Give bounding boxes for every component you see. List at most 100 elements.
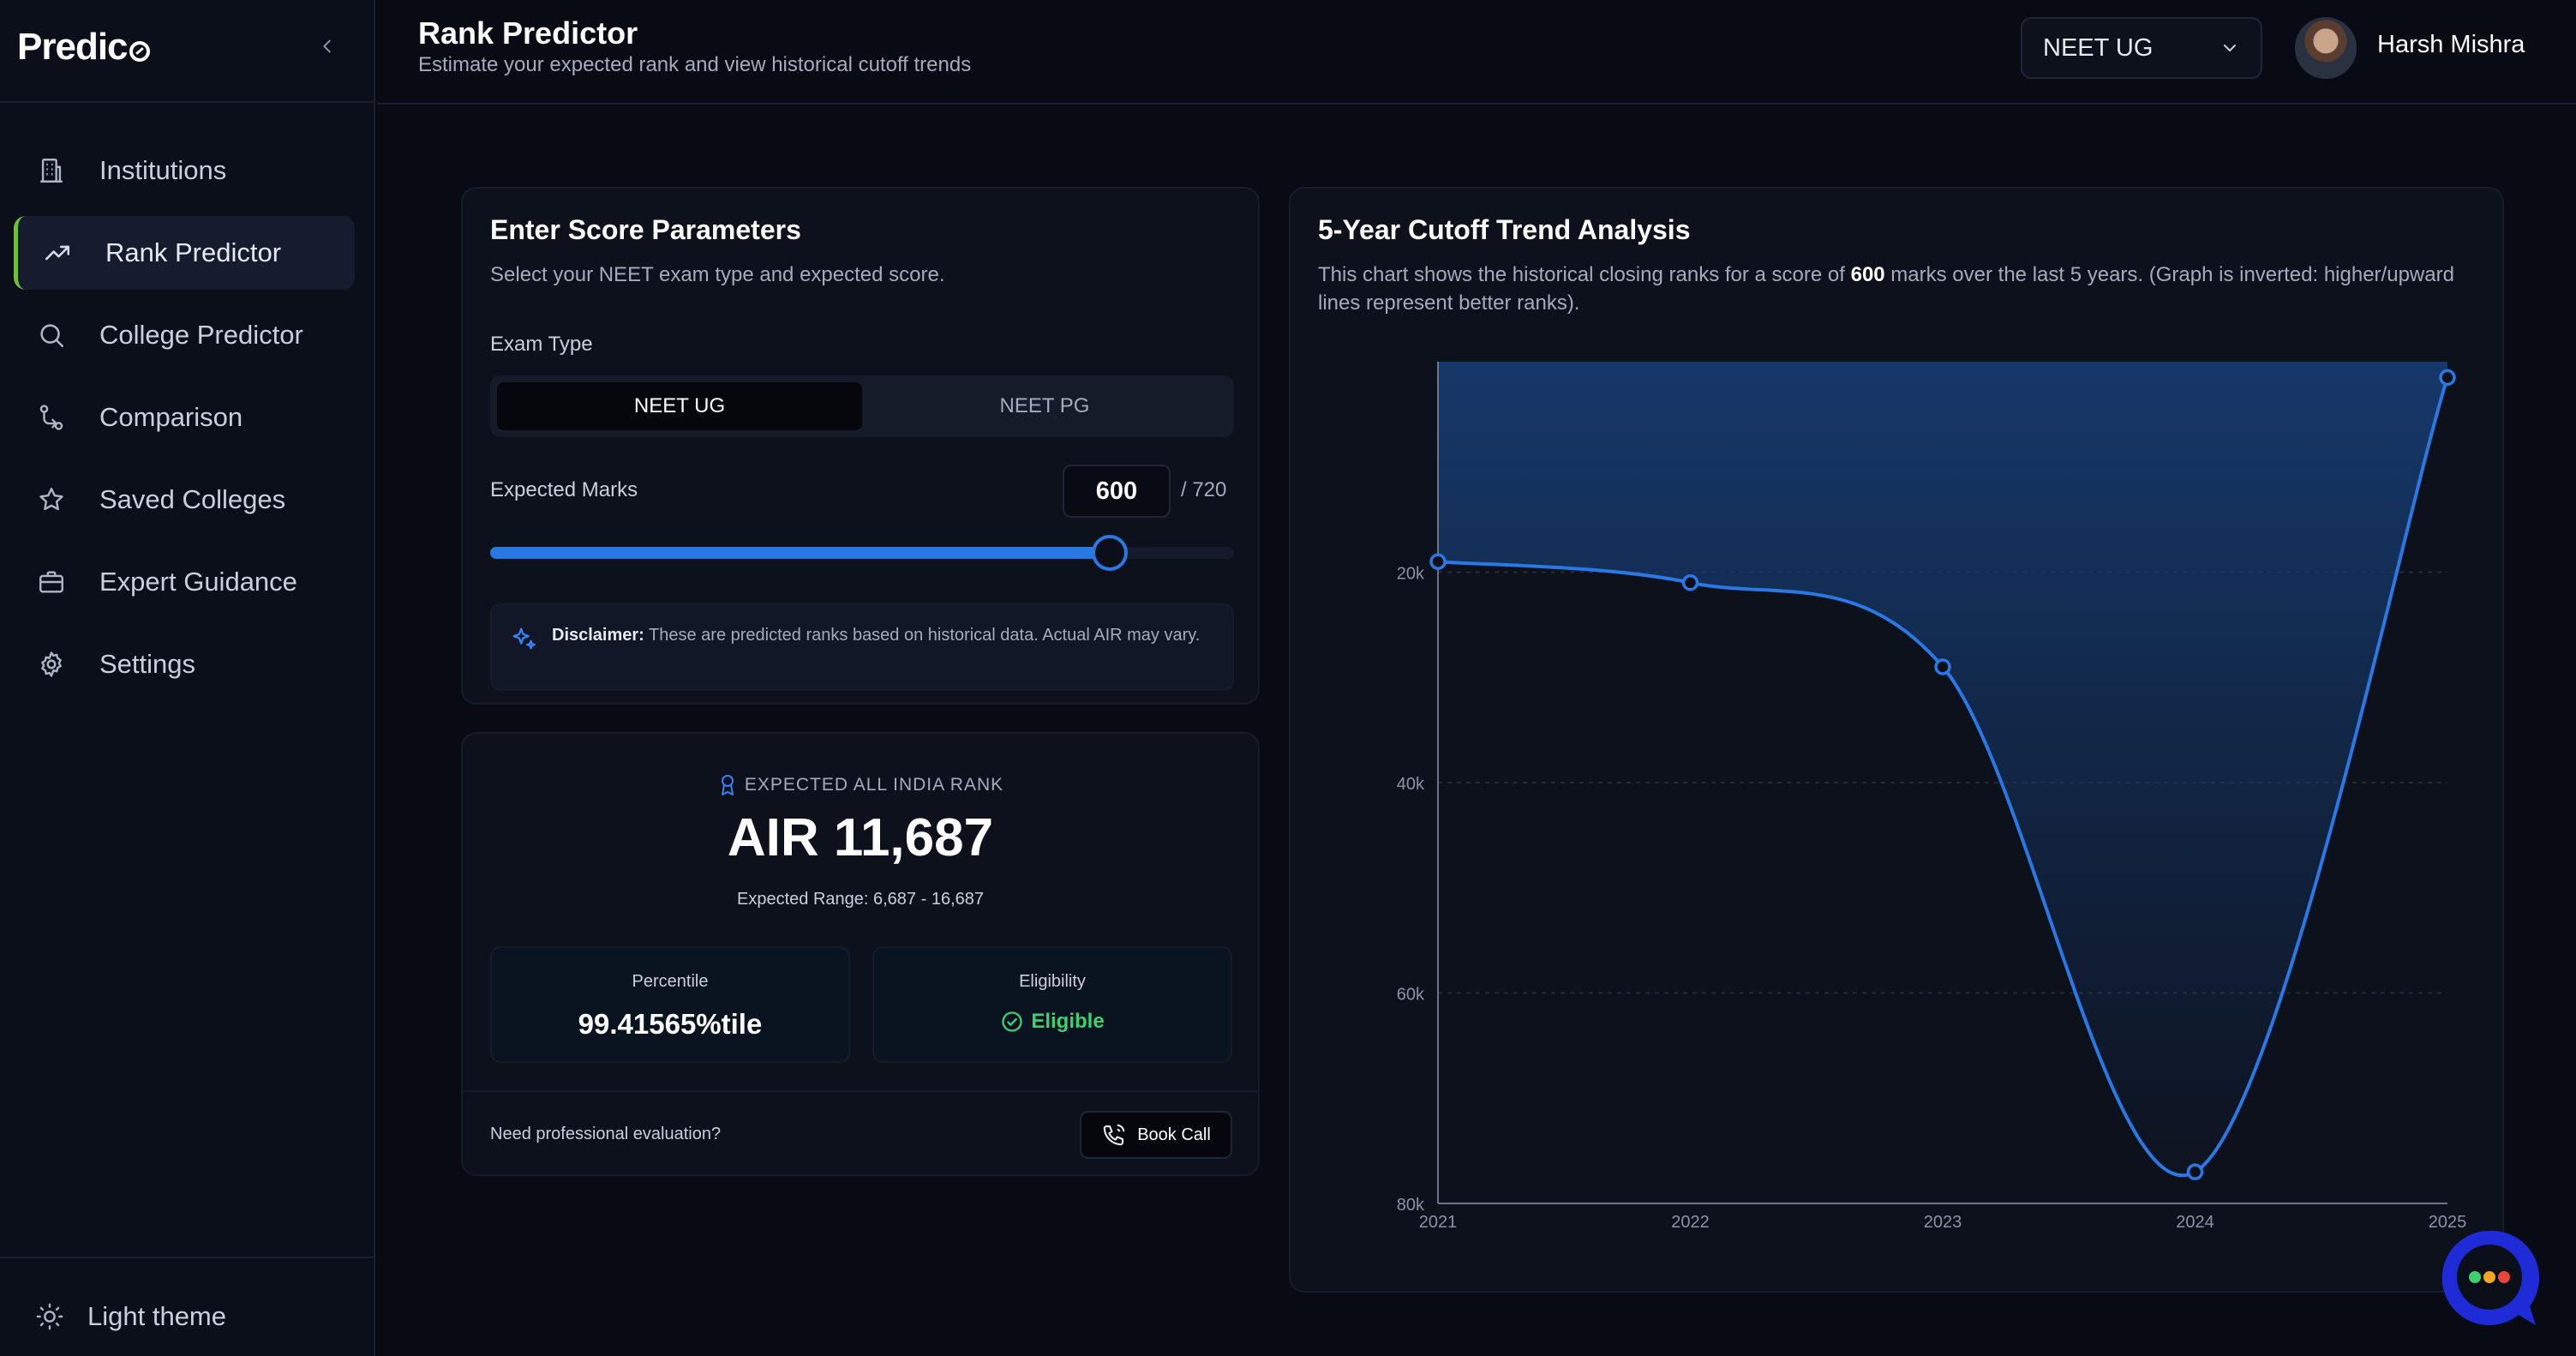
trending-up-icon <box>40 236 75 270</box>
marks-slider[interactable] <box>490 535 1234 571</box>
sidebar-item-institutions[interactable]: Institutions <box>14 134 355 207</box>
chevron-left-icon <box>323 39 331 53</box>
rank-label-text: EXPECTED ALL INDIA RANK <box>744 775 1004 795</box>
disclaimer-text: Disclaimer: These are predicted ranks ba… <box>552 622 1220 648</box>
star-icon <box>34 483 69 517</box>
y-tick-label: 40k <box>1397 775 1425 794</box>
user-name[interactable]: Harsh Mishra <box>2377 31 2525 58</box>
eligibility-box: Eligibility Eligible <box>872 946 1232 1063</box>
area-fill <box>1438 362 2447 1176</box>
sidebar-nav: Institutions Rank Predictor College Pred… <box>14 134 355 710</box>
chevron-down-icon <box>2224 45 2236 51</box>
sidebar-item-label: Institutions <box>99 155 227 185</box>
eligibility-text: Eligible <box>1031 1010 1105 1033</box>
card-title: 5-Year Cutoff Trend Analysis <box>1318 214 1691 245</box>
award-icon <box>717 773 738 797</box>
sidebar-item-expert-guidance[interactable]: Expert Guidance <box>14 545 355 619</box>
brand-name: Predic <box>17 26 129 68</box>
chart-desc-bold: 600 <box>1850 263 1885 286</box>
sidebar-item-settings[interactable]: Settings <box>14 627 355 701</box>
x-tick-label: 2021 <box>1419 1213 1458 1232</box>
data-point <box>2439 369 2456 387</box>
series-line <box>1437 376 2449 1177</box>
slider-handle[interactable] <box>1092 535 1129 571</box>
sidebar-item-saved-colleges[interactable]: Saved Colleges <box>14 463 355 537</box>
brand-logo[interactable]: Predic <box>17 19 150 75</box>
x-tick-label: 2023 <box>1924 1213 1962 1232</box>
sidebar-item-college-predictor[interactable]: College Predictor <box>14 298 355 372</box>
expected-marks-label: Expected Marks <box>490 478 638 501</box>
exam-option-neet-pg[interactable]: NEET PG <box>999 394 1090 417</box>
rank-result-card: EXPECTED ALL INDIA RANK AIR 11,687 Expec… <box>461 732 1260 1176</box>
compare-icon <box>34 400 69 435</box>
eligibility-label: Eligibility <box>1019 972 1086 991</box>
y-tick-label: 60k <box>1397 986 1425 1005</box>
sidebar-item-label: Settings <box>99 649 196 679</box>
x-tick-label: 2025 <box>2429 1213 2467 1232</box>
divider <box>0 101 375 103</box>
book-call-label: Book Call <box>1137 1125 1211 1144</box>
page-subtitle: Estimate your expected rank and view his… <box>418 53 972 76</box>
divider <box>463 1090 1258 1092</box>
collapse-sidebar-button[interactable] <box>312 31 343 62</box>
briefcase-icon <box>34 565 69 599</box>
score-parameters-card: Enter Score Parameters Select your NEET … <box>461 187 1260 705</box>
data-point <box>1681 574 1699 591</box>
sidebar-item-label: Comparison <box>99 402 243 432</box>
theme-toggle-button[interactable]: Light theme <box>33 1293 226 1341</box>
chat-assistant-button[interactable] <box>2435 1224 2543 1332</box>
sidebar-item-label: Rank Predictor <box>105 237 282 267</box>
search-icon <box>34 318 69 352</box>
eligibility-value: Eligible <box>874 1010 1231 1034</box>
data-point <box>1934 658 1951 675</box>
x-tick-label: 2024 <box>2176 1213 2214 1232</box>
check-circle-icon <box>1000 1010 1024 1034</box>
sidebar: Predic Institutions Rank Predictor Colle… <box>0 0 375 1356</box>
evaluation-question: Need professional evaluation? <box>490 1125 722 1143</box>
percentile-value: 99.41565%tile <box>578 1008 763 1040</box>
chart-description: This chart shows the historical closing … <box>1318 261 2483 317</box>
sparkle-icon <box>509 624 538 653</box>
avatar[interactable] <box>2295 17 2357 79</box>
gear-icon <box>34 647 69 681</box>
sidebar-item-label: Expert Guidance <box>99 567 297 597</box>
disclaimer-bold: Disclaimer: <box>552 626 644 645</box>
exam-select-value: NEET UG <box>2043 33 2154 62</box>
book-call-button[interactable]: Book Call <box>1080 1111 1232 1159</box>
building-icon <box>34 153 69 188</box>
logo-mark-icon <box>129 41 150 62</box>
rank-label: EXPECTED ALL INDIA RANK <box>463 773 1258 797</box>
marks-total: / 720 <box>1181 478 1227 501</box>
rank-value: AIR 11,687 <box>727 808 994 867</box>
slider-fill <box>490 547 1111 559</box>
exam-type-toggle: NEET UG NEET PG <box>490 375 1234 437</box>
sun-icon <box>33 1299 67 1334</box>
sidebar-item-label: College Predictor <box>99 320 303 350</box>
exam-select-dropdown[interactable]: NEET UG <box>2021 17 2262 79</box>
card-description: Select your NEET exam type and expected … <box>490 263 945 286</box>
phone-icon <box>1101 1122 1127 1148</box>
y-tick-label: 20k <box>1397 565 1425 584</box>
percentile-box: Percentile 99.41565%tile <box>490 946 850 1063</box>
disclaimer-body: These are predicted ranks based on histo… <box>644 626 1201 645</box>
exam-option-neet-ug[interactable]: NEET UG <box>497 382 862 430</box>
chart-desc-part: marks over the last 5 years. (Graph is i… <box>1318 263 2454 315</box>
disclaimer-box: Disclaimer: These are predicted ranks ba… <box>490 603 1234 691</box>
percentile-label: Percentile <box>632 972 709 991</box>
chart-desc-part: This chart shows the historical closing … <box>1318 263 1851 286</box>
data-point <box>2186 1163 2204 1180</box>
divider <box>0 1257 375 1258</box>
x-tick-label: 2022 <box>1671 1213 1710 1232</box>
marks-input[interactable]: 600 <box>1063 465 1171 518</box>
y-tick-label: 80k <box>1397 1196 1425 1215</box>
data-point <box>1429 553 1447 570</box>
chat-bubble-icon <box>2441 1230 2540 1325</box>
cutoff-trend-card: 5-Year Cutoff Trend Analysis This chart … <box>1289 187 2504 1293</box>
rank-range: Expected Range: 6,687 - 16,687 <box>737 890 984 909</box>
page-title: Rank Predictor <box>418 15 638 51</box>
theme-toggle-label: Light theme <box>87 1301 226 1331</box>
sidebar-item-rank-predictor[interactable]: Rank Predictor <box>14 216 355 290</box>
sidebar-item-label: Saved Colleges <box>99 484 286 514</box>
sidebar-item-comparison[interactable]: Comparison <box>14 381 355 454</box>
